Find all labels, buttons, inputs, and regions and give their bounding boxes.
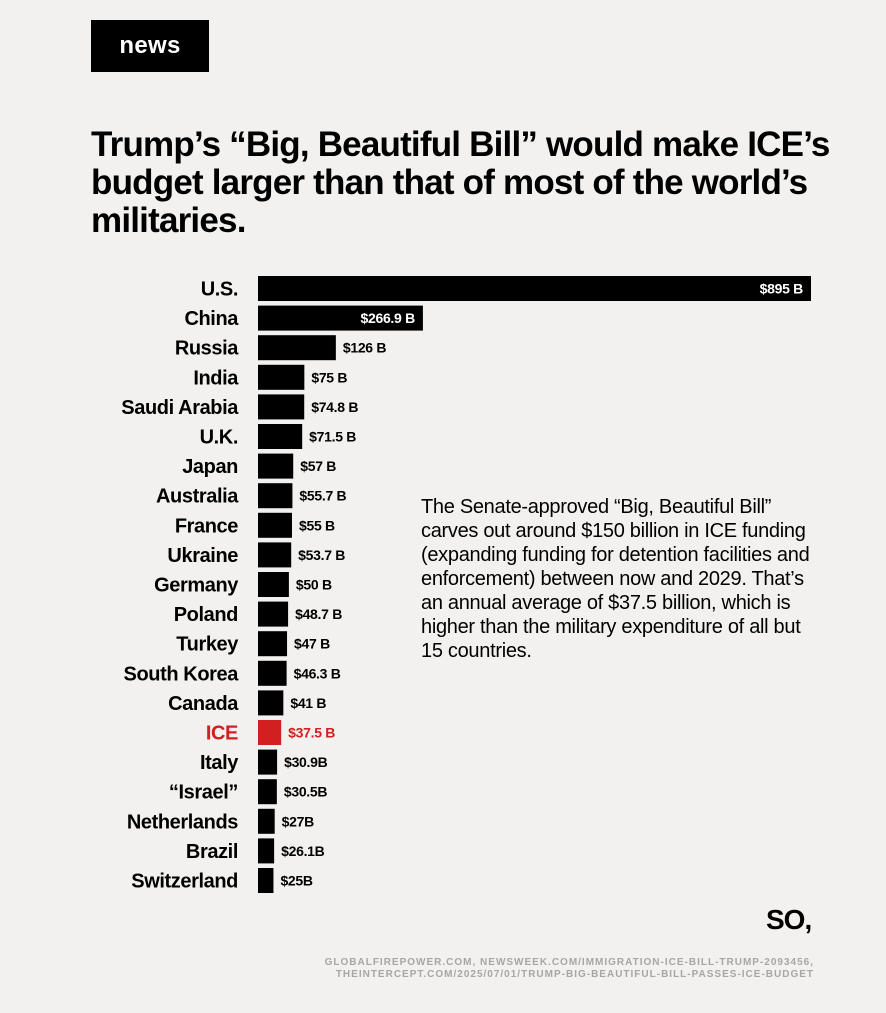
value-label-germany: $50 B (296, 577, 332, 593)
value-label-poland: $48.7 B (295, 606, 342, 622)
value-label-u-s: $895 B (760, 281, 804, 297)
bar-italy (258, 749, 278, 775)
bar-france (258, 512, 292, 538)
category-label-u-s: U.S. (201, 279, 238, 301)
value-label-netherlands: $27B (282, 813, 314, 829)
bar-germany (258, 572, 289, 597)
category-label-france: France (175, 515, 238, 537)
category-label-italy: Italy (200, 752, 239, 774)
category-label-israel: “Israel” (169, 782, 238, 804)
value-label-italy: $30.9B (284, 754, 328, 770)
bar-china (258, 305, 423, 331)
bar-u-k (258, 424, 303, 449)
category-label-netherlands: Netherlands (127, 811, 238, 833)
value-label-india: $75 B (311, 369, 347, 385)
category-label-india: India (193, 367, 239, 389)
bar-israel (258, 779, 277, 805)
value-label-saudi-arabia: $74.8 B (311, 399, 358, 415)
bar-south-korea (258, 660, 287, 686)
bar-saudi-arabia (258, 394, 305, 420)
news-badge: news (91, 20, 209, 72)
bar-australia (258, 483, 293, 509)
category-label-china: China (184, 308, 239, 330)
value-label-russia: $126 B (343, 340, 387, 356)
value-label-japan: $57 B (300, 458, 336, 474)
category-label-australia: Australia (156, 486, 239, 508)
news-badge-label: news (119, 32, 181, 59)
bar-india (258, 364, 305, 390)
category-label-switzerland: Switzerland (131, 871, 238, 893)
category-label-ukraine: Ukraine (167, 545, 238, 567)
value-label-france: $55 B (299, 517, 335, 533)
bar-ukraine (258, 542, 292, 568)
value-label-u-k: $71.5 B (309, 429, 356, 445)
value-label-ukraine: $53.7 B (298, 547, 345, 563)
bar-netherlands (258, 808, 275, 834)
bar-poland (258, 601, 289, 627)
category-label-poland: Poland (174, 604, 238, 626)
value-label-australia: $55.7 B (299, 488, 346, 504)
value-label-south-korea: $46.3 B (294, 665, 341, 681)
value-label-ice: $37.5 B (288, 725, 335, 741)
bar-brazil (258, 838, 275, 864)
category-label-japan: Japan (182, 456, 238, 478)
value-label-turkey: $47 B (294, 636, 330, 652)
bar-ice (258, 720, 282, 745)
category-label-south-korea: South Korea (124, 663, 240, 685)
category-label-canada: Canada (168, 693, 239, 715)
bar-russia (258, 335, 336, 361)
category-label-ice: ICE (206, 723, 238, 745)
category-label-germany: Germany (154, 575, 239, 597)
source-line: THEINTERCEPT.COM/2025/07/01/TRUMP-BIG-BE… (335, 969, 814, 980)
category-label-saudi-arabia: Saudi Arabia (121, 397, 239, 419)
bar-u-s (258, 276, 811, 301)
source-line: GLOBALFIREPOWER.COM, NEWSWEEK.COM/IMMIGR… (324, 957, 814, 968)
bar-canada (258, 690, 284, 716)
category-label-russia: Russia (175, 338, 239, 360)
sources-footnote: GLOBALFIREPOWER.COM, NEWSWEEK.COM/IMMIGR… (194, 957, 814, 981)
category-label-u-k: U.K. (200, 427, 238, 449)
value-label-brazil: $26.1B (281, 843, 325, 859)
bar-turkey (258, 631, 288, 657)
value-label-israel: $30.5B (284, 784, 328, 800)
value-label-canada: $41 B (290, 695, 326, 711)
headline: Trump’s “Big, Beautiful Bill” would make… (91, 125, 830, 240)
category-label-brazil: Brazil (186, 841, 238, 863)
so-logo: SO, (766, 904, 812, 935)
category-label-turkey: Turkey (176, 634, 239, 656)
bar-japan (258, 453, 294, 479)
annotation-text: The Senate-approved “Big, Beautiful Bill… (421, 496, 810, 662)
bar-switzerland (258, 868, 274, 893)
value-label-switzerland: $25B (280, 873, 312, 889)
value-label-china: $266.9 B (360, 310, 415, 326)
